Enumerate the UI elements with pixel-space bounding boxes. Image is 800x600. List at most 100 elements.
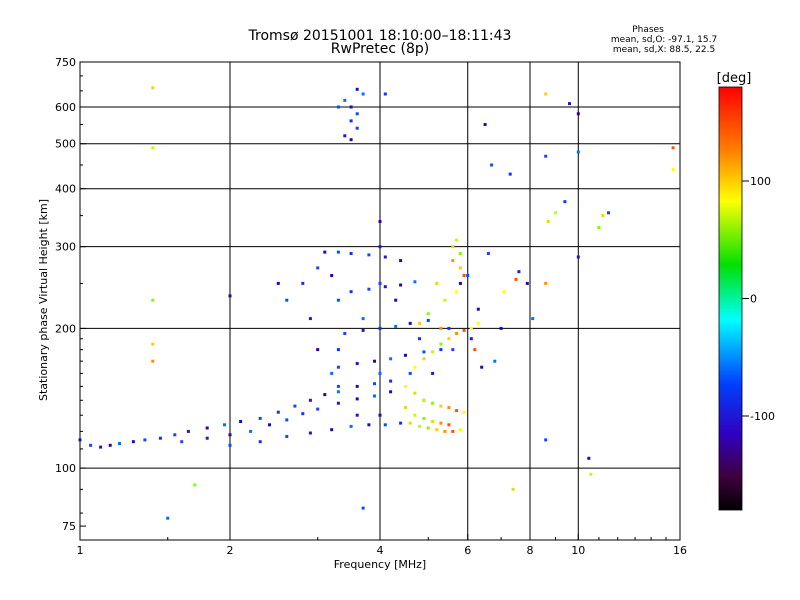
data-point-o: [249, 429, 253, 433]
data-point-o: [458, 281, 462, 285]
data-point-x: [431, 401, 435, 405]
phases-line-x: mean, sd,X: 88.5, 22.5: [613, 45, 715, 55]
data-point-o: [404, 353, 407, 357]
data-point-x: [597, 226, 601, 229]
data-point-o: [89, 443, 93, 447]
data-point-x: [431, 420, 435, 423]
data-point-o: [378, 281, 382, 285]
data-point-o: [223, 423, 226, 427]
x-axis: 1 2 4 6 8 10 16: [77, 534, 687, 557]
data-point-o: [355, 397, 359, 401]
data-point-x: [511, 487, 515, 491]
data-point-o: [576, 112, 580, 116]
data-point-o: [483, 123, 487, 126]
data-point-o: [508, 172, 512, 176]
data-point-o: [408, 371, 412, 375]
data-point-o: [349, 105, 353, 109]
data-point-o: [228, 433, 232, 437]
data-point-o: [576, 255, 580, 259]
data-point-o: [131, 440, 135, 444]
data-point-o: [367, 287, 371, 291]
data-point-x: [458, 266, 462, 270]
data-point-o: [361, 92, 365, 96]
data-point-x: [554, 211, 557, 215]
data-point-o: [316, 407, 320, 411]
data-point-o: [499, 326, 503, 330]
data-point-o: [439, 348, 443, 352]
data-point-o: [378, 371, 382, 375]
data-point-x: [422, 357, 426, 361]
x-tick-label: 10: [571, 544, 585, 557]
y-tick-label: 75: [62, 520, 76, 533]
y-tick-label: 500: [55, 138, 76, 151]
data-point-x: [418, 424, 421, 428]
data-point-o: [383, 255, 387, 259]
data-point-x: [458, 252, 462, 255]
data-point-o: [389, 390, 393, 394]
data-point-o: [408, 321, 412, 325]
data-point-o: [544, 154, 548, 158]
data-point-o: [349, 119, 353, 123]
chart-title: Tromsø 20151001 18:10:00–18:11:43: [248, 28, 512, 44]
phases-line-o: mean, sd,O: -97.1, 15.7: [611, 35, 717, 45]
data-point-o: [355, 362, 359, 365]
data-point-x: [473, 348, 477, 352]
data-point-x: [544, 281, 548, 285]
data-point-o: [301, 281, 305, 285]
data-point-x: [462, 274, 466, 277]
x-tick-label: 16: [673, 544, 687, 557]
data-point-x: [546, 220, 550, 223]
data-point-o: [293, 404, 297, 408]
data-point-x: [193, 483, 197, 487]
data-point-o: [349, 424, 353, 428]
data-point-o: [367, 253, 371, 257]
data-point-o: [336, 348, 340, 352]
data-point-o: [480, 365, 484, 369]
data-point-o: [493, 359, 497, 363]
data-point-x: [671, 168, 675, 171]
data-point-o: [308, 398, 312, 402]
colorbar: [718, 86, 743, 511]
data-point-o: [330, 428, 334, 432]
data-point-o: [349, 252, 353, 255]
data-point-x: [469, 326, 473, 330]
data-point-x: [408, 421, 412, 425]
colorbar-label: [deg]: [717, 71, 752, 86]
data-point-o: [466, 274, 470, 277]
data-point-o: [336, 298, 340, 302]
data-point-o: [373, 359, 376, 363]
data-point-o: [378, 220, 382, 223]
data-point-o: [276, 410, 280, 414]
data-points: [78, 86, 675, 520]
y-tick-label: 100: [55, 462, 76, 475]
x-tick-label: 8: [527, 544, 534, 557]
data-point-o: [517, 270, 521, 274]
data-point-o: [587, 456, 591, 460]
data-point-o: [469, 337, 473, 341]
data-point-o: [525, 281, 529, 285]
data-point-o: [373, 382, 376, 386]
data-point-o: [173, 433, 177, 437]
data-point-o: [349, 290, 353, 294]
data-point-o: [373, 394, 376, 398]
data-point-o: [99, 445, 103, 449]
y-tick-label: 200: [55, 322, 76, 335]
data-point-o: [476, 307, 480, 311]
plot-grid: [80, 62, 680, 540]
x-axis-label: Frequency [MHz]: [334, 558, 426, 571]
data-point-o: [186, 429, 190, 433]
data-point-x: [426, 426, 430, 430]
data-point-x: [514, 277, 518, 281]
data-point-o: [563, 200, 567, 204]
data-point-o: [367, 423, 371, 427]
data-point-o: [447, 326, 451, 330]
data-point-x: [451, 259, 455, 263]
data-point-o: [180, 440, 184, 444]
data-point-x: [455, 409, 459, 413]
data-point-o: [308, 317, 312, 321]
data-point-x: [151, 86, 155, 90]
data-point-o: [394, 324, 398, 328]
data-point-o: [205, 436, 209, 440]
data-point-o: [378, 413, 382, 417]
